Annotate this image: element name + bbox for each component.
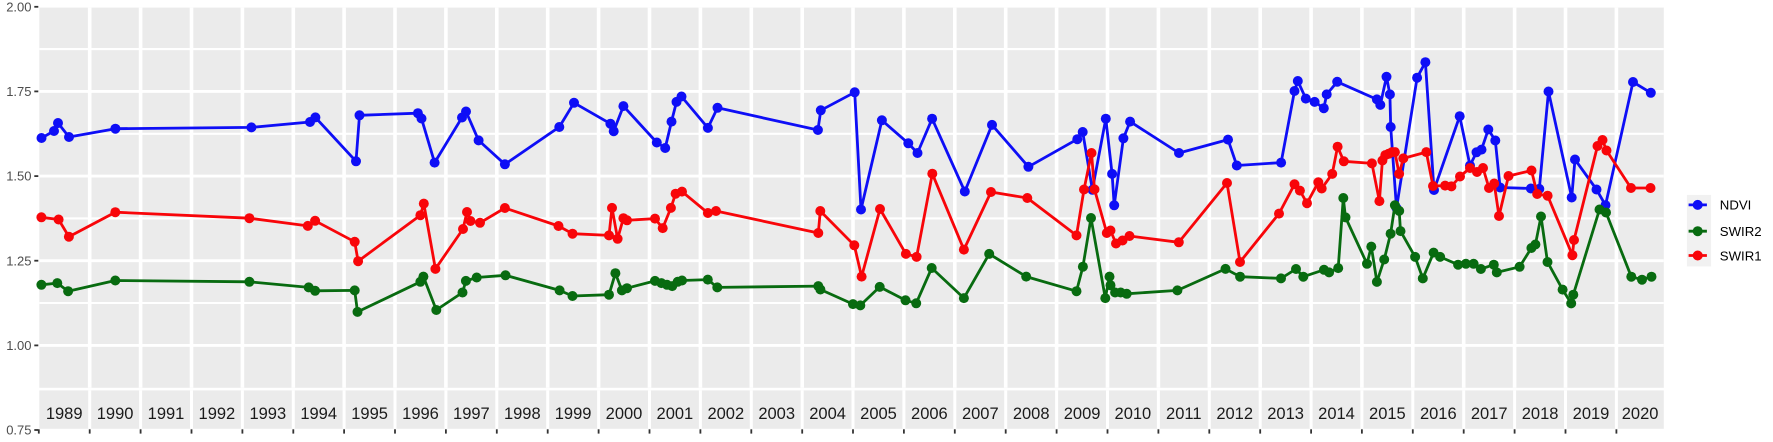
- svg-text:2017: 2017: [1471, 405, 1508, 423]
- svg-text:2018: 2018: [1522, 405, 1559, 423]
- svg-text:1994: 1994: [300, 405, 337, 423]
- svg-text:2.00: 2.00: [6, 0, 31, 14]
- svg-text:2003: 2003: [758, 405, 795, 423]
- svg-text:1999: 1999: [555, 405, 592, 423]
- svg-text:1.75: 1.75: [6, 84, 31, 99]
- svg-text:2019: 2019: [1573, 405, 1610, 423]
- svg-text:2013: 2013: [1267, 405, 1304, 423]
- svg-text:2008: 2008: [1013, 405, 1050, 423]
- svg-text:2015: 2015: [1369, 405, 1406, 423]
- svg-text:1989: 1989: [46, 405, 83, 423]
- svg-text:1993: 1993: [249, 405, 286, 423]
- svg-text:0.75: 0.75: [6, 423, 31, 438]
- svg-text:2011: 2011: [1166, 405, 1201, 423]
- svg-text:2000: 2000: [606, 405, 643, 423]
- svg-text:1992: 1992: [199, 405, 236, 423]
- svg-text:1.00: 1.00: [6, 338, 31, 353]
- svg-text:2020: 2020: [1622, 405, 1659, 423]
- svg-text:2001: 2001: [657, 405, 694, 423]
- svg-text:2007: 2007: [962, 405, 999, 423]
- svg-text:2010: 2010: [1115, 405, 1152, 423]
- svg-text:2002: 2002: [707, 405, 744, 423]
- svg-text:NDVI: NDVI: [1720, 198, 1752, 213]
- svg-text:2014: 2014: [1318, 405, 1355, 423]
- svg-text:1998: 1998: [504, 405, 541, 423]
- svg-text:2004: 2004: [809, 405, 846, 423]
- svg-text:2006: 2006: [911, 405, 948, 423]
- svg-text:2016: 2016: [1420, 405, 1457, 423]
- svg-text:1997: 1997: [453, 405, 490, 423]
- svg-text:SWIR2: SWIR2: [1720, 224, 1762, 239]
- svg-text:1995: 1995: [351, 405, 388, 423]
- svg-text:1991: 1991: [148, 405, 185, 423]
- svg-text:2009: 2009: [1064, 405, 1101, 423]
- svg-text:1996: 1996: [402, 405, 439, 423]
- svg-text:2012: 2012: [1216, 405, 1253, 423]
- svg-text:1990: 1990: [97, 405, 134, 423]
- svg-text:SWIR1: SWIR1: [1720, 248, 1762, 263]
- svg-text:2005: 2005: [860, 405, 897, 423]
- svg-text:1.25: 1.25: [6, 253, 31, 268]
- svg-text:1.50: 1.50: [6, 169, 31, 184]
